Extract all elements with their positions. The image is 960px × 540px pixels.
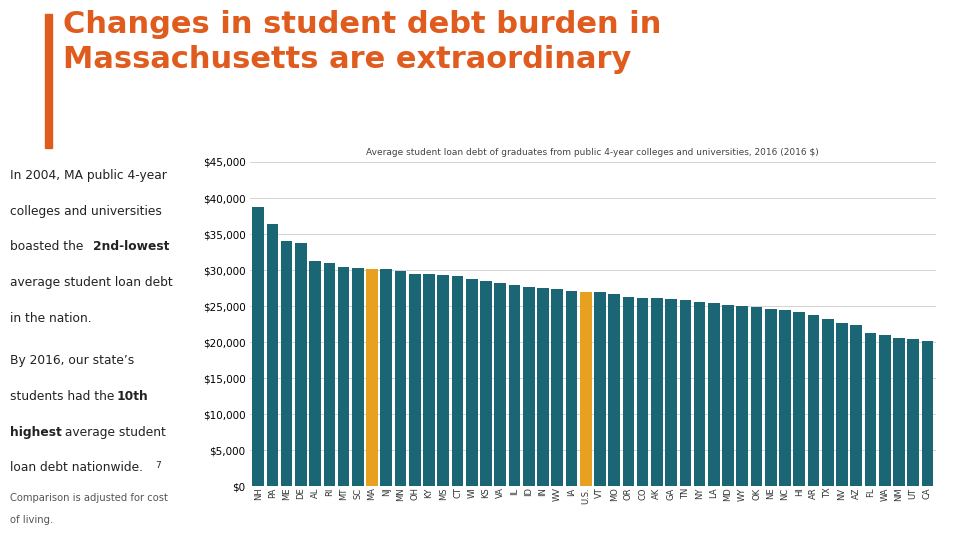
Text: average student: average student (61, 426, 166, 438)
Bar (494, 283, 506, 486)
Bar (537, 288, 549, 486)
Bar (466, 279, 477, 486)
Text: 7: 7 (156, 461, 161, 470)
Bar (893, 338, 905, 486)
Bar (509, 285, 520, 486)
Text: Comparison is adjusted for cost: Comparison is adjusted for cost (10, 494, 167, 503)
Bar (665, 299, 677, 486)
Bar (580, 292, 591, 486)
Bar (780, 310, 791, 486)
Bar (636, 298, 649, 486)
Bar (594, 292, 606, 486)
Bar (252, 207, 264, 486)
Bar (380, 269, 392, 486)
Bar (309, 261, 321, 486)
Bar (651, 299, 662, 486)
Text: highest: highest (10, 426, 61, 438)
Bar (395, 272, 406, 486)
Bar (523, 287, 535, 486)
Text: boasted the: boasted the (10, 240, 86, 253)
Bar (409, 274, 420, 486)
Title: Average student loan debt of graduates from public 4-year colleges and universit: Average student loan debt of graduates f… (367, 148, 819, 157)
Bar (680, 300, 691, 486)
Bar (922, 341, 933, 486)
Bar (480, 281, 492, 486)
Bar (708, 303, 720, 486)
Bar (836, 323, 848, 486)
Bar (366, 269, 378, 486)
Text: colleges and universities: colleges and universities (10, 205, 161, 218)
Bar (879, 335, 891, 486)
Bar (280, 241, 293, 486)
Text: of living.: of living. (10, 515, 53, 525)
Bar (423, 274, 435, 486)
Text: in the nation.: in the nation. (10, 312, 91, 325)
Bar (267, 224, 278, 486)
Bar (736, 306, 748, 486)
Text: students had the: students had the (10, 390, 118, 403)
Bar (907, 339, 919, 486)
Bar (623, 298, 635, 486)
Text: In 2004, MA public 4-year: In 2004, MA public 4-year (10, 169, 166, 182)
Text: loan debt nationwide.: loan debt nationwide. (10, 461, 147, 474)
Bar (794, 313, 805, 486)
Text: 10th: 10th (116, 390, 149, 403)
Bar (324, 263, 335, 486)
Bar (438, 275, 449, 486)
Bar (865, 333, 876, 486)
Text: Changes in student debt burden in
Massachusetts are extraordinary: Changes in student debt burden in Massac… (63, 10, 661, 73)
Bar (822, 319, 833, 486)
Text: By 2016, our state’s: By 2016, our state’s (10, 354, 133, 367)
Bar (295, 244, 306, 486)
Bar (722, 305, 734, 486)
Text: 2nd-lowest: 2nd-lowest (93, 240, 170, 253)
Bar (451, 276, 464, 486)
Bar (352, 268, 364, 486)
Bar (807, 315, 820, 486)
Bar (551, 289, 563, 486)
Bar (45, 14, 52, 148)
Bar (751, 307, 762, 486)
Bar (338, 267, 349, 486)
Bar (851, 325, 862, 486)
Bar (565, 291, 577, 486)
Bar (609, 294, 620, 486)
Text: average student loan debt: average student loan debt (10, 276, 173, 289)
Bar (765, 309, 777, 486)
Bar (694, 302, 706, 486)
